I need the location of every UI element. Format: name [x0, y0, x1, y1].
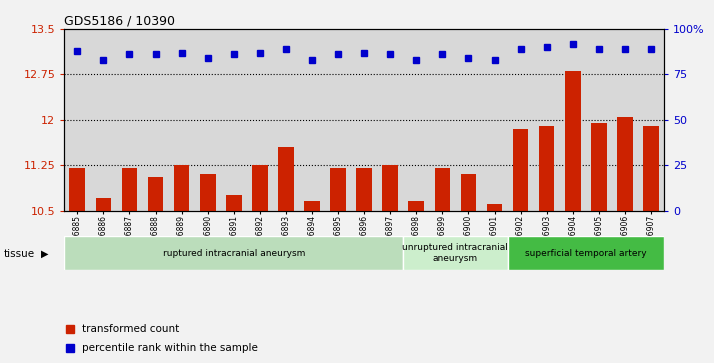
Bar: [96, 199, 111, 211]
Text: unruptured intracranial
aneurysm: unruptured intracranial aneurysm: [403, 244, 508, 263]
Bar: [403, 236, 508, 270]
Bar: [69, 168, 85, 211]
Bar: [591, 123, 607, 211]
Bar: [121, 168, 137, 211]
Bar: [617, 117, 633, 211]
Bar: [487, 204, 503, 211]
Bar: [383, 165, 398, 211]
Bar: [226, 195, 241, 211]
Bar: [539, 126, 555, 211]
Bar: [643, 126, 659, 211]
Text: ruptured intracranial aneurysm: ruptured intracranial aneurysm: [163, 249, 305, 258]
Text: ▶: ▶: [41, 249, 49, 259]
Bar: [278, 147, 293, 211]
Bar: [64, 236, 403, 270]
Text: GDS5186 / 10390: GDS5186 / 10390: [64, 15, 175, 28]
Bar: [148, 177, 164, 211]
Text: percentile rank within the sample: percentile rank within the sample: [82, 343, 258, 352]
Bar: [304, 201, 320, 211]
Bar: [435, 168, 451, 211]
Text: transformed count: transformed count: [82, 324, 179, 334]
Bar: [461, 174, 476, 211]
Text: tissue: tissue: [4, 249, 35, 259]
Bar: [408, 201, 424, 211]
Bar: [508, 236, 664, 270]
Text: superficial temporal artery: superficial temporal artery: [525, 249, 647, 258]
Bar: [200, 174, 216, 211]
Bar: [513, 129, 528, 211]
Bar: [174, 165, 189, 211]
Bar: [565, 72, 580, 211]
Bar: [331, 168, 346, 211]
Bar: [252, 165, 268, 211]
Bar: [356, 168, 372, 211]
